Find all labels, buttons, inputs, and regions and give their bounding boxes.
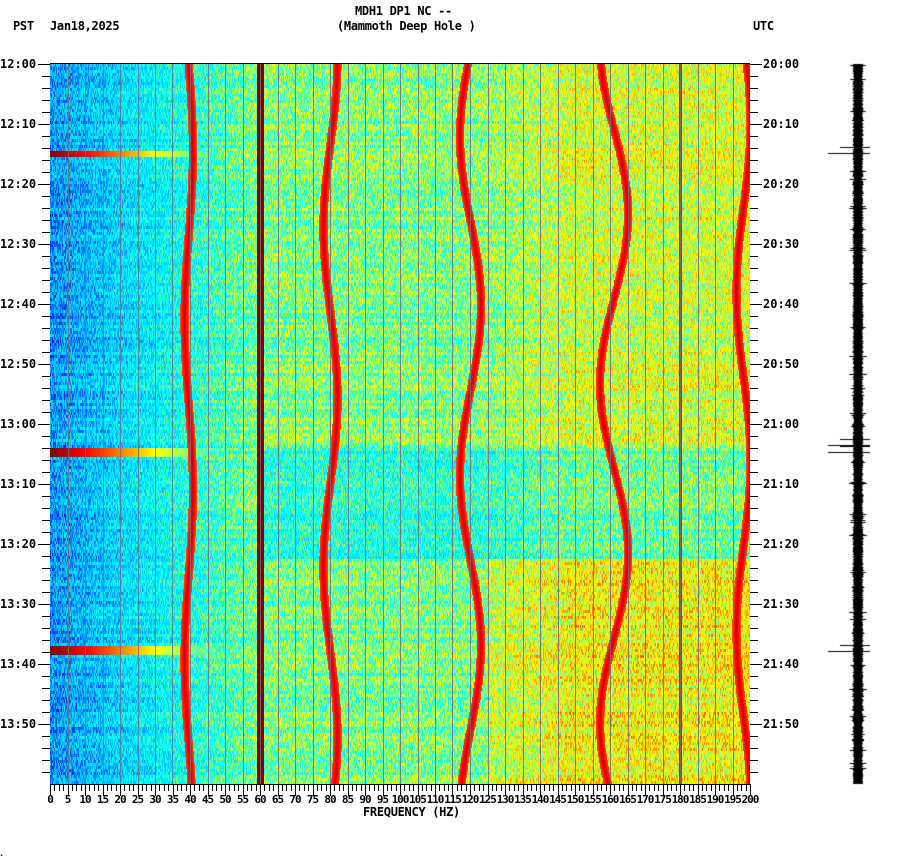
frequency-tick-label: 110 [426,793,445,806]
frequency-tick-label: 20 [114,793,126,806]
frequency-tick-label: 40 [184,793,196,806]
frequency-tick-label: 105 [409,793,427,806]
frequency-tick-label: 145 [549,793,567,806]
frequency-tick-label: 170 [636,793,655,806]
frequency-tick-label: 85 [341,793,354,806]
frequency-tick-label: 150 [566,793,585,806]
frequency-tick-label: 25 [131,793,144,806]
right-time-tick-label: 21:10 [763,477,800,491]
frequency-tick-label: 180 [671,793,690,806]
left-time-tick-label: 12:10 [0,117,37,131]
frequency-tick-label: 45 [201,793,214,806]
frequency-tick-label: 200 [741,793,760,806]
frequency-tick-label: 35 [166,793,179,806]
frequency-tick-label: 5 [64,793,72,806]
corner-mark: ⸼ [1,847,3,856]
x-axis-label: FREQUENCY (HZ) [363,805,460,819]
frequency-tick-label: 10 [79,793,91,806]
frequency-tick-label: 165 [619,793,637,806]
frequency-tick-label: 50 [219,793,231,806]
frequency-tick-label: 30 [149,793,161,806]
right-time-tick-label: 20:30 [763,237,800,251]
right-time-tick-label: 21:50 [763,717,800,731]
right-time-tick-label: 20:50 [763,357,800,371]
location-title: (Mammoth Deep Hole ) [337,19,476,33]
frequency-tick-label: 90 [359,793,371,806]
left-time-tick-label: 13:30 [0,597,37,611]
left-time-tick-label: 13:40 [0,657,37,671]
frequency-tick-label: 80 [324,793,336,806]
frequency-tick-label: 100 [391,793,410,806]
frequency-tick-label: 55 [236,793,249,806]
left-time-tick-label: 13:50 [0,717,37,731]
left-time-tick-label: 12:30 [0,237,37,251]
frequency-tick-label: 185 [689,793,707,806]
frequency-tick-label: 125 [479,793,497,806]
frequency-tick-label: 175 [654,793,672,806]
frequency-tick-label: 115 [444,793,462,806]
right-timezone-label: UTC [753,19,774,33]
date-label: Jan18,2025 [50,19,120,33]
frequency-tick-label: 95 [376,793,389,806]
left-time-tick-label: 13:10 [0,477,37,491]
left-time-tick-label: 12:40 [0,297,37,311]
right-time-tick-label: 20:00 [763,57,800,71]
right-time-tick-label: 20:10 [763,117,800,131]
frequency-tick-label: 60 [254,793,266,806]
frequency-tick-label: 0 [47,793,54,806]
left-time-tick-label: 12:50 [0,357,37,371]
frequency-tick-label: 70 [289,793,301,806]
left-time-tick-label: 13:20 [0,537,37,551]
frequency-tick-label: 65 [271,793,284,806]
frequency-tick-label: 160 [601,793,620,806]
left-timezone-label: PST [13,19,34,33]
right-time-tick-label: 21:20 [763,537,800,551]
left-time-tick-label: 12:00 [0,57,37,71]
station-title: MDH1 DP1 NC -- [355,4,452,18]
spectrogram-plot [50,64,750,784]
frequency-tick-label: 130 [496,793,515,806]
frequency-tick-label: 140 [531,793,550,806]
left-time-tick-label: 13:00 [0,417,37,431]
right-time-tick-label: 21:00 [763,417,800,431]
right-time-tick-label: 20:40 [763,297,800,311]
frequency-tick-label: 155 [584,793,602,806]
right-time-tick-label: 20:20 [763,177,800,191]
seismogram-trace [820,60,902,790]
frequency-tick-label: 75 [306,793,319,806]
right-time-tick-label: 21:30 [763,597,800,611]
frequency-tick-label: 195 [724,793,742,806]
left-time-tick-label: 12:20 [0,177,37,191]
right-time-tick-label: 21:40 [763,657,800,671]
frequency-tick-label: 135 [514,793,532,806]
frequency-tick-label: 120 [461,793,480,806]
frequency-tick-label: 190 [706,793,725,806]
frequency-tick-label: 15 [96,793,109,806]
